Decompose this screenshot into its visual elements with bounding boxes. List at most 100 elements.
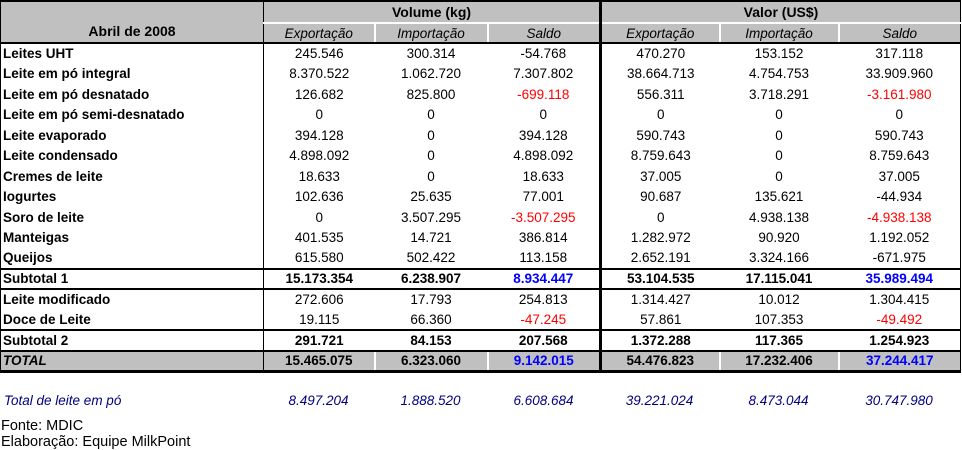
milk-powder-total-table: Total de leite em pó 8.497.204 1.888.520 6… xyxy=(0,390,960,412)
row-label: TOTAL xyxy=(0,350,264,371)
value-cell: 54.476.823 xyxy=(599,350,720,371)
table-row: Iogurtes 102.636 25.635 77.001 90.687 135.621… xyxy=(1,186,961,207)
value-cell: 4.754.753 xyxy=(748,66,810,82)
value-cell: 57.861 xyxy=(640,311,682,327)
value-cell: 0 xyxy=(427,107,435,123)
value-cell: 0 xyxy=(427,127,435,143)
value-cell: -44.934 xyxy=(876,189,923,205)
value-cell: 1.062.720 xyxy=(400,66,462,82)
value-cell: -47.245 xyxy=(487,309,603,330)
table-body: Leites UHT 245.546 300.314 -54.768 470.270 15… xyxy=(0,43,961,371)
elaboration-line: Elaboração: Equipe MilkPoint xyxy=(1,433,191,450)
value-cell: 6.323.060 xyxy=(373,350,488,371)
table-row: Leite em pó semi-desnatado 0 0 0 0 0 0 xyxy=(1,104,961,125)
value-cell: 8.759.643 xyxy=(869,148,930,164)
table-row: Queijos 615.580 502.422 113.158 2.652.191 3.3… xyxy=(1,248,961,269)
milk-powder-total-row: Total de leite em pó 8.497.204 1.888.520 6… xyxy=(0,390,960,412)
row-label: Leite evaporado xyxy=(3,127,107,143)
value-cell: 0 xyxy=(657,107,665,123)
value-cell: 401.535 xyxy=(263,227,375,248)
table-row: Leite condensado 4.898.092 0 4.898.092 8.759… xyxy=(1,145,961,166)
value-cell: 0 xyxy=(427,148,435,164)
milk-powder-total-value: 1.888.520 xyxy=(400,393,461,408)
value-cell: 10.012 xyxy=(758,292,800,308)
value-cell: 0 xyxy=(775,148,783,164)
source-line: Fonte: MDIC xyxy=(1,417,84,434)
table-row: Leite em pó integral 8.370.522 1.062.720 7.… xyxy=(1,63,961,84)
value-cell: 84.153 xyxy=(374,329,488,352)
period-header: Abril de 2008 xyxy=(0,1,264,44)
row-label: Leite em pó desnatado xyxy=(3,86,150,102)
value-cell: 8.370.522 xyxy=(263,63,375,84)
value-cell: 317.118 xyxy=(875,46,924,62)
table-row: Leite modificado 272.606 17.793 254.813 1.31… xyxy=(1,289,961,310)
value-cell: 272.606 xyxy=(263,289,375,310)
row-label: Soro de leite xyxy=(3,209,85,225)
value-cell: 1.254.923 xyxy=(838,329,961,352)
value-cell: -54.768 xyxy=(487,43,603,64)
value-cell: 254.813 xyxy=(487,289,603,310)
milk-powder-total-value: 8.497.204 xyxy=(288,393,349,408)
col-header-valor-exportacao: Exportação xyxy=(600,23,720,44)
value-cell: 8.934.447 xyxy=(487,267,603,290)
value-cell: 0 xyxy=(657,209,665,225)
value-cell: -671.975 xyxy=(872,250,926,266)
milk-powder-total-value: 39.221.024 xyxy=(625,393,694,408)
value-cell: 25.635 xyxy=(410,189,452,205)
value-cell: 8.759.643 xyxy=(630,148,691,164)
value-cell: 7.307.802 xyxy=(487,63,603,84)
milk-powder-total-value: 8.473.044 xyxy=(748,393,809,408)
value-cell: 126.682 xyxy=(263,84,375,105)
value-cell: -699.118 xyxy=(487,84,603,105)
value-cell: 0 xyxy=(427,168,435,184)
table-row: Doce de Leite 19.115 66.360 -47.245 57.861 10… xyxy=(1,309,961,330)
row-label: Leite em pó integral xyxy=(3,66,131,82)
value-cell: 15.465.075 xyxy=(263,350,375,371)
table-row: Subtotal 2 291.721 84.153 207.568 1.372.288 1… xyxy=(0,329,961,352)
value-cell: 9.142.015 xyxy=(486,350,603,371)
table-row: Leites UHT 245.546 300.314 -54.768 470.270 15… xyxy=(1,43,961,64)
value-cell: 0 xyxy=(775,107,783,123)
table-row: Leite evaporado 394.128 0 394.128 590.743 0 59… xyxy=(1,125,961,146)
value-cell: 1.372.288 xyxy=(600,329,720,352)
value-cell: 90.687 xyxy=(640,189,682,205)
col-header-valor-importacao: Importação xyxy=(718,23,839,44)
value-cell: 14.721 xyxy=(410,230,452,246)
milk-powder-total-value: 30.747.980 xyxy=(865,393,933,408)
value-cell: 470.270 xyxy=(636,46,686,62)
value-cell: 4.938.138 xyxy=(748,209,810,225)
col-header-volume-importacao: Importação xyxy=(373,23,488,44)
value-cell: 394.128 xyxy=(263,125,375,146)
value-cell: 37.005 xyxy=(640,168,682,184)
value-cell: 0 xyxy=(775,127,783,143)
value-cell: 37.244.417 xyxy=(837,350,961,371)
value-cell: 4.898.092 xyxy=(263,145,375,166)
value-cell: 3.507.295 xyxy=(400,209,462,225)
value-cell: -3.161.980 xyxy=(866,86,932,102)
row-label: Subtotal 1 xyxy=(0,267,264,290)
value-cell: 502.422 xyxy=(406,250,456,266)
header-group-row: Abril de 2008 Volume (kg) Valor (US$) xyxy=(0,1,961,44)
value-cell: 90.920 xyxy=(758,230,800,246)
col-header-valor-saldo: Saldo xyxy=(837,23,961,44)
dairy-trade-table: Abril de 2008 Volume (kg) Valor (US$) Ex… xyxy=(0,0,962,373)
row-label: Queijos xyxy=(3,250,53,266)
header-sub-row: Exportação Importação Saldo Exportação I… xyxy=(1,23,961,44)
value-cell: 17.115.041 xyxy=(719,267,839,290)
table-row: Soro de leite 0 3.507.295 -3.507.295 0 4.938.… xyxy=(1,207,961,228)
value-cell: 4.898.092 xyxy=(487,145,603,166)
value-cell: 1.304.415 xyxy=(869,292,930,308)
value-cell: 300.314 xyxy=(406,46,456,62)
value-cell: 77.001 xyxy=(487,186,603,207)
value-cell: 245.546 xyxy=(263,43,375,64)
value-cell: 6.238.907 xyxy=(374,267,488,290)
value-cell: 0 xyxy=(895,107,904,123)
value-cell: 15.173.354 xyxy=(263,267,375,290)
value-cell: 2.652.191 xyxy=(630,250,691,266)
value-cell: 825.800 xyxy=(406,86,456,102)
value-cell: 0 xyxy=(775,168,783,184)
value-cell: -49.492 xyxy=(876,311,923,327)
value-cell: -4.938.138 xyxy=(866,209,932,225)
value-cell: 33.909.960 xyxy=(865,66,934,82)
